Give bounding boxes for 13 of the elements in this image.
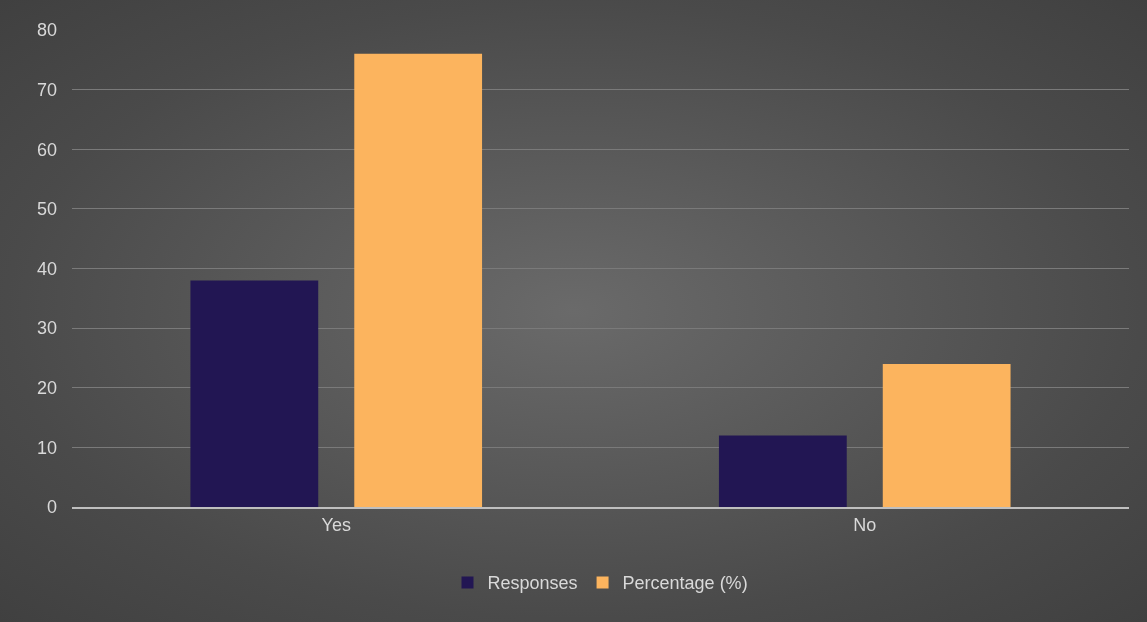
x-tick-label: No <box>853 514 877 535</box>
y-tick-label: 70 <box>36 79 57 100</box>
x-tick-label: Yes <box>321 514 351 535</box>
y-tick-label: 60 <box>36 139 57 160</box>
y-tick-label: 80 <box>36 20 57 41</box>
y-tick-label: 50 <box>36 199 57 220</box>
legend-label: Responses <box>487 573 578 594</box>
y-tick-label: 0 <box>46 497 57 518</box>
y-tick-label: 30 <box>36 318 57 339</box>
y-tick-label: 40 <box>36 258 57 279</box>
y-tick-label: 10 <box>36 437 57 458</box>
legend-label: Percentage (%) <box>622 573 748 594</box>
y-tick-label: 20 <box>36 378 57 399</box>
